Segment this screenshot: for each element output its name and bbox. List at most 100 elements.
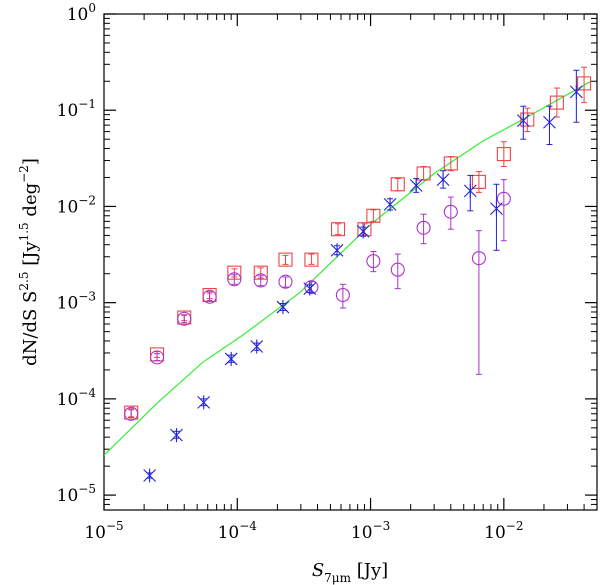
y-tick-label: 100: [67, 1, 96, 25]
asterisk-stroke: [276, 300, 290, 314]
y-tick-label: 10−3: [57, 290, 96, 314]
circle-marker: [471, 251, 486, 266]
squares-point: [471, 171, 486, 193]
square-marker: [520, 112, 535, 127]
circles-point: [335, 283, 350, 309]
square-marker: [496, 147, 511, 162]
circles-point: [177, 311, 192, 326]
squares-point: [278, 252, 293, 267]
squares-point: [549, 87, 564, 118]
y-tick-label: 10−2: [57, 193, 96, 217]
circles-point: [390, 253, 405, 290]
asterisks-point: [250, 339, 264, 354]
asterisks-point: [436, 170, 450, 189]
asterisks-point: [409, 178, 423, 193]
asterisk-stroke: [383, 198, 397, 211]
asterisks-point: [516, 105, 530, 140]
squares-point: [357, 222, 372, 237]
circle-marker: [335, 287, 350, 303]
asterisks-point: [383, 197, 397, 212]
circle-marker: [304, 280, 319, 295]
y-axis-label: dN/dS S2.5 [Jy1.5 deg−2]: [17, 158, 41, 366]
x-tick-label: 10−4: [218, 519, 258, 543]
asterisks-point: [356, 224, 370, 239]
square-marker: [390, 177, 405, 192]
circle-marker: [366, 254, 381, 269]
series-circles: [124, 179, 511, 421]
circles-point: [443, 196, 458, 230]
asterisk-stroke: [543, 115, 556, 129]
circle-marker: [416, 220, 431, 235]
asterisk-stroke: [409, 179, 423, 192]
asterisk-stroke: [356, 225, 370, 238]
major-ticks: [103, 13, 597, 510]
asterisk-stroke: [569, 85, 583, 99]
square-marker: [278, 252, 293, 267]
squares-point: [496, 141, 511, 168]
circles-point: [278, 274, 293, 289]
asterisks-point: [543, 105, 556, 146]
circles-point: [253, 273, 268, 288]
square-marker: [366, 208, 381, 223]
squares-point: [520, 107, 535, 133]
circle-marker: [227, 272, 242, 287]
circle-marker: [443, 204, 458, 219]
asterisk-stroke: [436, 173, 450, 187]
asterisks-point: [490, 183, 503, 251]
x-tick-label: 10−5: [84, 519, 123, 543]
circles-point: [149, 350, 165, 365]
asterisks-point: [143, 468, 157, 483]
asterisks-point: [303, 281, 317, 296]
circle-marker: [390, 262, 405, 277]
square-marker: [304, 252, 319, 267]
x-axis-label: S7μm [Jy]: [312, 560, 388, 585]
asterisks-point: [170, 428, 183, 443]
circles-point: [416, 213, 431, 245]
plot-frame: [103, 13, 598, 511]
circle-marker: [149, 350, 165, 365]
circles-point: [471, 230, 486, 375]
square-marker: [330, 222, 346, 237]
asterisk-stroke: [463, 184, 477, 198]
x-tick-label: 10−3: [351, 519, 390, 543]
circle-marker: [253, 273, 268, 288]
asterisk-stroke: [330, 243, 344, 257]
y-tick-label: 10−1: [57, 97, 96, 121]
square-marker: [443, 156, 458, 171]
squares-point: [577, 66, 592, 104]
asterisks-point: [463, 174, 477, 212]
square-marker: [357, 222, 372, 237]
circles-point: [124, 406, 139, 421]
y-tick-label: 10−5: [57, 482, 96, 506]
asterisk-stroke: [303, 282, 317, 295]
asterisk-stroke: [170, 428, 183, 442]
square-marker: [471, 174, 486, 189]
y-tick-label: 10−4: [57, 386, 97, 410]
asterisks-point: [224, 351, 238, 366]
squares-point: [443, 156, 458, 172]
squares-point: [366, 208, 381, 223]
series-squares: [124, 66, 592, 420]
series-layer: [104, 66, 592, 483]
squares-point: [330, 222, 346, 237]
asterisk-stroke: [490, 202, 503, 215]
circle-marker: [177, 311, 192, 326]
squares-point: [390, 177, 405, 192]
asterisks-point: [276, 300, 290, 315]
asterisks-point: [569, 69, 583, 123]
asterisks-point: [330, 243, 344, 258]
y-tick-labels: 10−5 10−4 10−3 10−2 10−1 100: [57, 1, 97, 506]
asterisk-stroke: [143, 469, 157, 482]
asterisk-stroke: [197, 395, 211, 409]
model-line: [104, 80, 592, 456]
asterisk-stroke: [250, 340, 264, 353]
circles-point: [202, 289, 217, 304]
asterisks-point: [197, 395, 211, 410]
circles-point: [366, 251, 381, 273]
x-tick-labels: 10−5 10−4 10−3 10−2: [84, 519, 523, 543]
asterisk-stroke: [224, 352, 238, 366]
minor-ticks: [104, 14, 597, 510]
square-marker: [416, 166, 431, 181]
circle-marker: [278, 274, 293, 289]
